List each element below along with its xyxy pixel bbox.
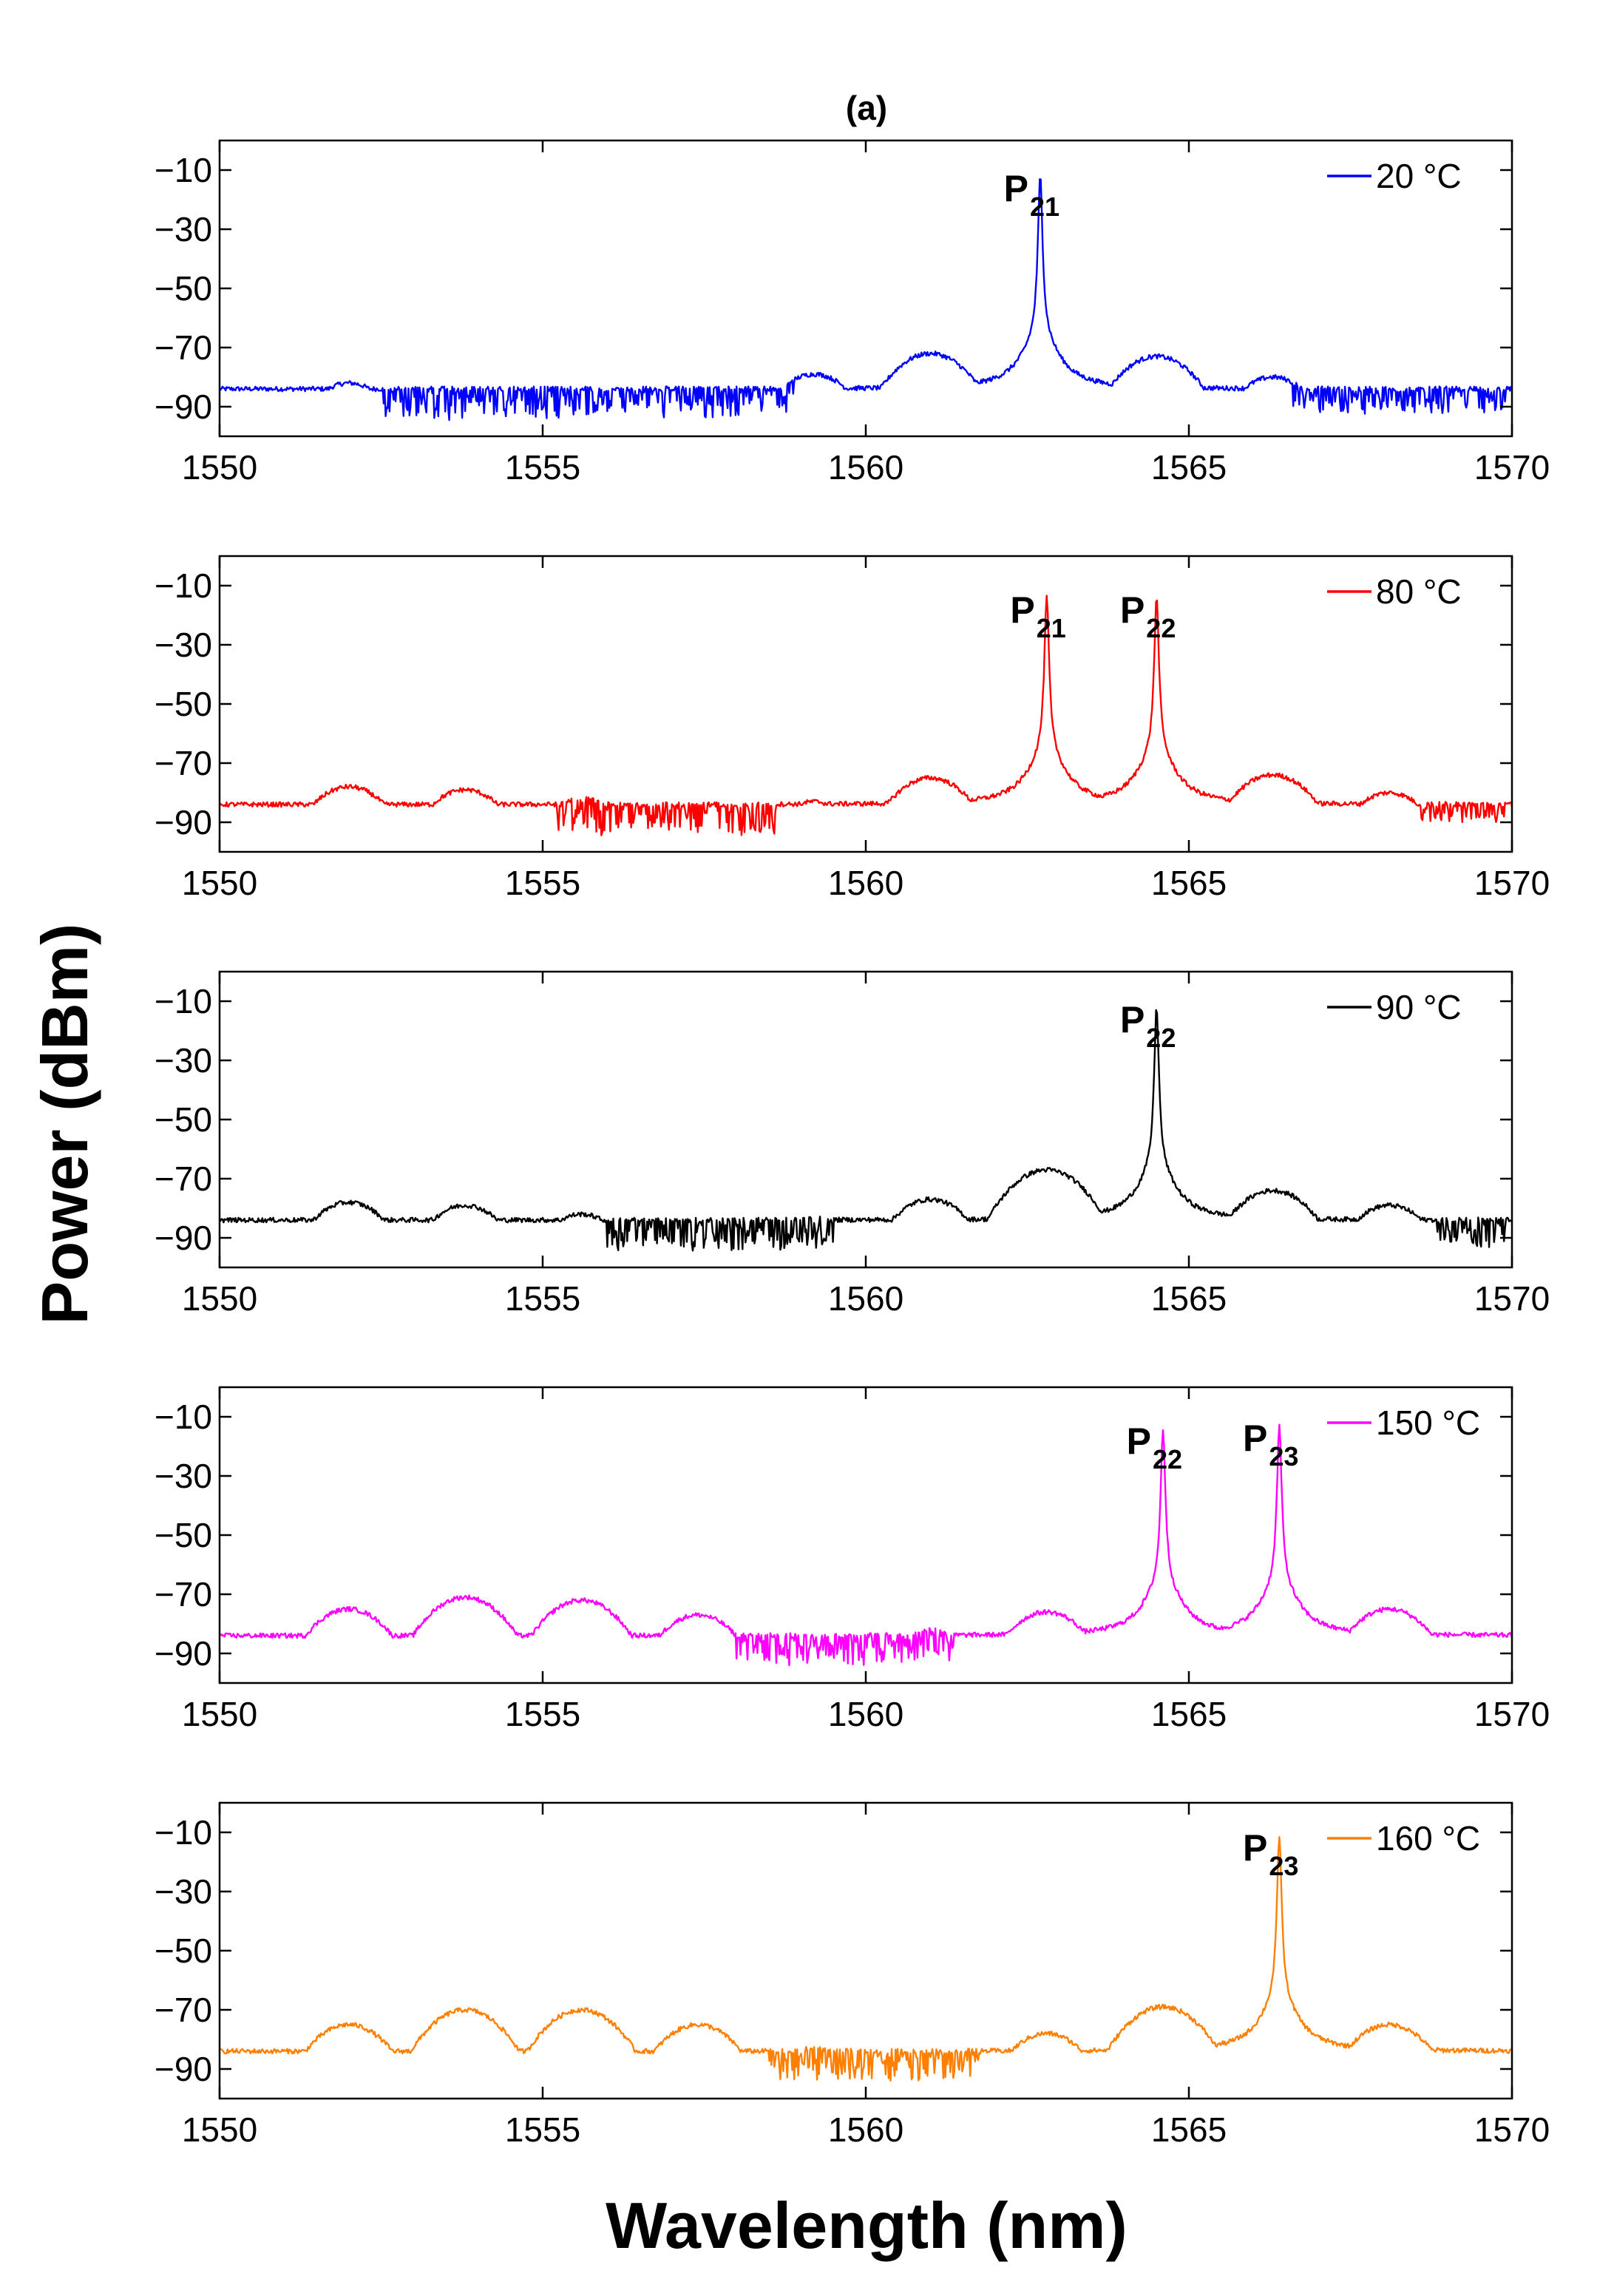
peak-label-subscript: 21: [1030, 192, 1059, 222]
y-tick-label: −70: [155, 744, 212, 782]
legend-label: 150 °C: [1376, 1403, 1480, 1442]
spectrum-line-1: [220, 178, 1512, 421]
x-tick-label: 1555: [505, 2110, 580, 2149]
y-tick-label: −50: [155, 1516, 212, 1554]
subplot-4: −10 −30 −50 −70 −90 1550 1555 1560 1565 1570 150 °…: [155, 1386, 1550, 1733]
x-tick-label: 1560: [828, 1279, 903, 1318]
y-tick-label: −30: [155, 626, 212, 664]
x-tick-label: 1570: [1474, 864, 1550, 902]
y-axis-title: Power (dBm): [28, 924, 101, 1325]
peak-label-letter: P: [1010, 589, 1034, 631]
subplots: −10 −30 −50 −70 −90 1550 1555 1560 1565 1570 20 °C…: [155, 139, 1550, 2149]
x-tick-label: 1550: [182, 1695, 257, 1733]
plot-frame: [218, 1801, 1513, 2100]
x-tick-label: 1565: [1151, 1279, 1227, 1318]
plot-frame: [218, 555, 1513, 853]
subplot-3: −10 −30 −50 −70 −90 1550 1555 1560 1565 1570 90 °C…: [155, 970, 1550, 1318]
x-tick-label: 1570: [1474, 1279, 1550, 1318]
peak-label-subscript: 23: [1269, 1851, 1298, 1881]
peak-label-letter: P: [1004, 168, 1028, 209]
x-tick-label: 1555: [505, 864, 580, 902]
x-tick-label: 1555: [505, 1695, 580, 1733]
x-tick-label: 1560: [828, 2110, 903, 2149]
y-tick-label: −50: [155, 1931, 212, 1970]
subplot-1: −10 −30 −50 −70 −90 1550 1555 1560 1565 1570 20 °C…: [155, 139, 1550, 487]
y-tick-label: −10: [155, 151, 212, 189]
y-tick-label: −90: [155, 1219, 212, 1257]
y-tick-label: −70: [155, 328, 212, 367]
panel-label: (a): [846, 89, 887, 127]
y-tick-label: −50: [155, 269, 212, 308]
x-tick-label: 1570: [1474, 2110, 1550, 2149]
x-tick-label: 1550: [182, 448, 257, 487]
x-tick-label: 1570: [1474, 448, 1550, 487]
spectrum-line-5: [220, 1836, 1512, 2082]
x-tick-label: 1565: [1151, 448, 1227, 487]
x-tick-label: 1565: [1151, 1695, 1227, 1733]
peak-label-letter: P: [1243, 1418, 1267, 1459]
spectrum-line-3: [220, 1009, 1512, 1252]
peak-label-letter: P: [1120, 999, 1145, 1040]
x-axis-title: Wavelength (nm): [606, 2189, 1128, 2262]
x-tick-label: 1560: [828, 448, 903, 487]
peak-label-letter: P: [1243, 1827, 1267, 1869]
spectrum-line-2: [220, 595, 1512, 836]
peak-label-subscript: 21: [1037, 613, 1066, 643]
peak-label-subscript: 23: [1269, 1441, 1298, 1472]
y-tick-label: −70: [155, 1575, 212, 1613]
plot-frame: [218, 970, 1513, 1269]
y-tick-label: −70: [155, 1991, 212, 2029]
peak-label-subscript: 22: [1153, 1444, 1182, 1474]
y-tick-label: −90: [155, 2050, 212, 2088]
subplot-2: −10 −30 −50 −70 −90 1550 1555 1560 1565 1570 80 °C…: [155, 555, 1550, 902]
x-tick-label: 1570: [1474, 1695, 1550, 1733]
y-tick-label: −50: [155, 1100, 212, 1139]
peak-label-subscript: 22: [1146, 613, 1176, 643]
peak-label-subscript: 22: [1146, 1023, 1176, 1053]
y-tick-label: −30: [155, 1872, 212, 1911]
y-tick-label: −10: [155, 982, 212, 1020]
x-tick-label: 1560: [828, 864, 903, 902]
subplot-5: −10 −30 −50 −70 −90 1550 1555 1560 1565 1570 160 °…: [155, 1801, 1550, 2149]
y-tick-label: −30: [155, 1041, 212, 1080]
y-tick-label: −10: [155, 1813, 212, 1852]
spectrum-line-4: [220, 1423, 1512, 1667]
legend-label: 160 °C: [1376, 1819, 1480, 1858]
peak-label-letter: P: [1127, 1420, 1151, 1462]
x-tick-label: 1555: [505, 448, 580, 487]
x-tick-label: 1555: [505, 1279, 580, 1318]
x-tick-label: 1550: [182, 1279, 257, 1318]
y-tick-label: −90: [155, 803, 212, 841]
x-tick-label: 1565: [1151, 2110, 1227, 2149]
legend-label: 80 °C: [1376, 572, 1462, 611]
y-tick-label: −10: [155, 566, 212, 605]
y-tick-label: −70: [155, 1159, 212, 1198]
y-tick-label: −30: [155, 210, 212, 248]
y-tick-label: −30: [155, 1457, 212, 1495]
x-tick-label: 1560: [828, 1695, 903, 1733]
peak-label-letter: P: [1120, 589, 1145, 631]
y-tick-label: −90: [155, 1634, 212, 1673]
y-tick-label: −90: [155, 387, 212, 426]
x-tick-label: 1550: [182, 2110, 257, 2149]
x-tick-label: 1565: [1151, 864, 1227, 902]
y-tick-label: −50: [155, 685, 212, 723]
legend-label: 90 °C: [1376, 988, 1462, 1026]
x-tick-label: 1550: [182, 864, 257, 902]
y-tick-label: −10: [155, 1398, 212, 1436]
legend-label: 20 °C: [1376, 157, 1462, 195]
